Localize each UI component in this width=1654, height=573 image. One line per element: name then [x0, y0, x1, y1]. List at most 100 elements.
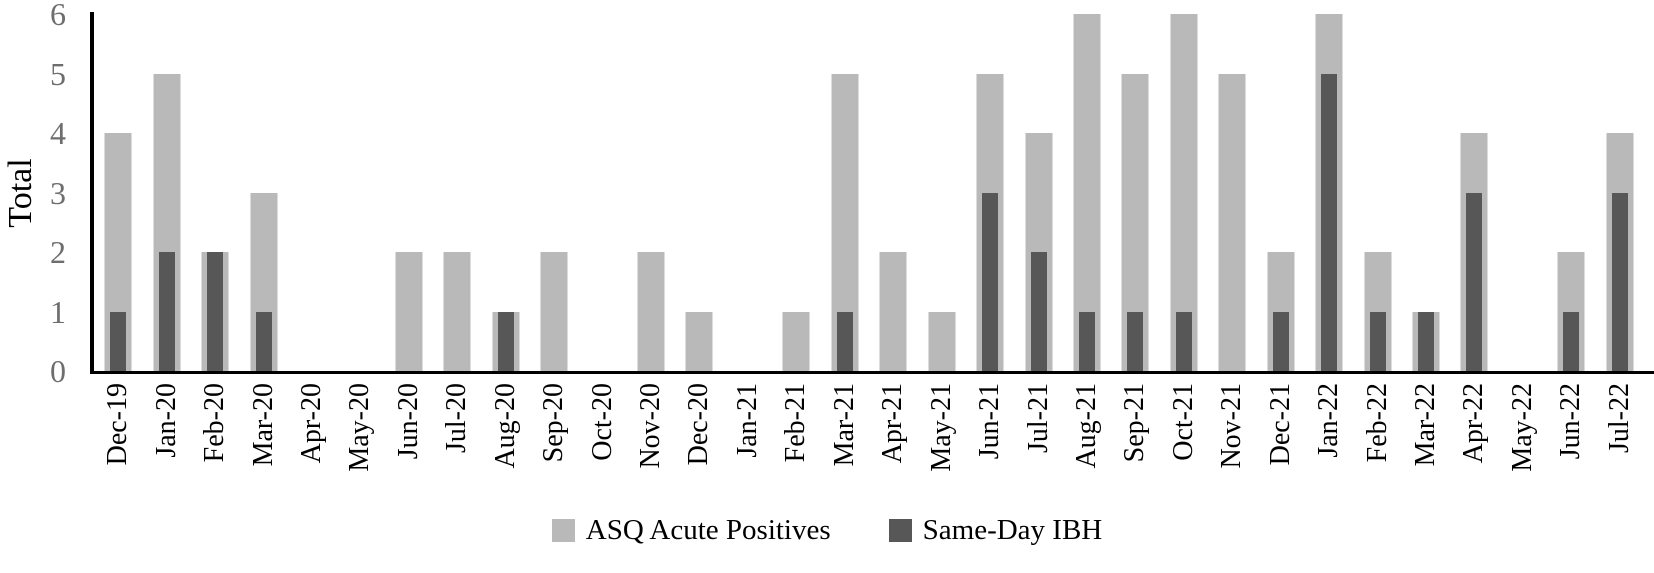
month-slot [94, 14, 142, 371]
x-label-cell: May-20 [336, 383, 384, 491]
month-slot [675, 14, 723, 371]
month-slot [821, 14, 869, 371]
x-tick-label: May-22 [1506, 383, 1538, 472]
x-label-cell: May-22 [1499, 383, 1547, 491]
month-slot [772, 14, 820, 371]
month-slot [239, 14, 287, 371]
ibh-bar [158, 252, 175, 371]
month-slot [1596, 14, 1644, 371]
x-tick-label: Mar-22 [1410, 383, 1442, 467]
x-label-cell: Feb-20 [191, 383, 239, 491]
x-tick-label: Aug-21 [1070, 383, 1102, 469]
x-label-cell: Mar-21 [821, 383, 869, 491]
x-label-cell: Feb-22 [1353, 383, 1401, 491]
x-label-cell: Dec-20 [675, 383, 723, 491]
ibh-bar [1030, 252, 1047, 371]
month-slot [1547, 14, 1595, 371]
month-slot [385, 14, 433, 371]
x-label-cell: Jul-21 [1014, 383, 1062, 491]
asq-bar [685, 311, 713, 371]
x-label-cell: Jun-22 [1547, 383, 1595, 491]
x-tick-label: Jan-20 [150, 383, 182, 458]
x-label-cell: Jul-20 [433, 383, 481, 491]
x-label-cell: Feb-21 [772, 383, 820, 491]
x-label-cell: Jan-21 [724, 383, 772, 491]
x-axis-line [90, 371, 1654, 374]
month-slot [1450, 14, 1498, 371]
x-tick-label: Jul-22 [1603, 383, 1635, 453]
asq-bar [1218, 73, 1246, 371]
x-label-cell: Aug-20 [482, 383, 530, 491]
month-slot [1160, 14, 1208, 371]
month-slot [627, 14, 675, 371]
asq-bar [395, 252, 423, 371]
x-tick-label: Sep-21 [1119, 383, 1151, 463]
asq-bar [928, 311, 956, 371]
x-tick-label: Mar-21 [828, 383, 860, 467]
month-slot [336, 14, 384, 371]
month-slot [530, 14, 578, 371]
asq-bar [879, 252, 907, 371]
ibh-bar [1078, 311, 1095, 371]
y-tick-label: 2 [50, 234, 66, 270]
ibh-bar [497, 311, 514, 371]
x-axis-labels: Dec-19 Jan-20 Feb-20 Mar-20 Apr-20 May-20 Jun-… [94, 383, 1644, 491]
x-label-cell: Mar-22 [1402, 383, 1450, 491]
y-tick-label: 3 [50, 174, 66, 211]
x-tick-label: Nov-20 [635, 383, 667, 469]
x-tick-label: Feb-20 [199, 383, 231, 463]
y-tick-label: 5 [50, 55, 66, 92]
legend-swatch-icon [888, 519, 912, 542]
x-label-cell: Oct-20 [578, 383, 626, 491]
y-tick-label: 4 [50, 115, 66, 151]
month-slot [966, 14, 1014, 371]
x-tick-label: May-20 [344, 383, 376, 472]
ibh-bar [1563, 311, 1580, 371]
x-label-cell: Jan-22 [1305, 383, 1353, 491]
x-label-cell: Sep-21 [1111, 383, 1159, 491]
month-slot [724, 14, 772, 371]
asq-bar [782, 311, 810, 371]
x-tick-label: Jun-20 [392, 383, 424, 460]
month-slot [1111, 14, 1159, 371]
x-tick-label: Apr-20 [295, 383, 327, 464]
x-label-cell: Apr-21 [869, 383, 917, 491]
x-tick-label: Jun-22 [1555, 383, 1587, 460]
x-tick-label: Jan-21 [731, 383, 763, 458]
ibh-bar [1272, 311, 1289, 371]
ibh-bar [1611, 192, 1628, 371]
ibh-bar [255, 311, 272, 371]
x-label-cell: Nov-21 [1208, 383, 1256, 491]
x-tick-label: Dec-21 [1264, 383, 1296, 466]
plot-area [94, 14, 1644, 371]
x-tick-label: Sep-20 [538, 383, 570, 463]
y-tick-label: 0 [50, 353, 66, 389]
x-tick-label: Nov-21 [1216, 383, 1248, 469]
legend-label: ASQ Acute Positives [585, 514, 831, 546]
x-label-cell: Sep-20 [530, 383, 578, 491]
month-slot [917, 14, 965, 371]
x-label-cell: May-21 [917, 383, 965, 491]
asq-bar [540, 252, 568, 371]
month-slot [1353, 14, 1401, 371]
x-tick-label: Aug-20 [489, 383, 521, 469]
x-tick-label: Jul-21 [1022, 383, 1054, 453]
month-slot [1014, 14, 1062, 371]
month-slot [191, 14, 239, 371]
x-label-cell: Jul-22 [1596, 383, 1644, 491]
chart-legend: ASQ Acute Positives Same-Day IBH [0, 516, 1654, 545]
y-axis-line [90, 12, 94, 374]
month-slot [482, 14, 530, 371]
x-tick-label: Jan-22 [1313, 383, 1345, 458]
month-slot [578, 14, 626, 371]
x-label-cell: Oct-21 [1160, 383, 1208, 491]
month-slot [869, 14, 917, 371]
legend-item: ASQ Acute Positives [551, 514, 831, 546]
x-label-cell: Apr-22 [1450, 383, 1498, 491]
x-tick-label: Oct-21 [1167, 383, 1199, 461]
x-tick-label: Feb-22 [1361, 383, 1393, 463]
x-tick-label: May-21 [925, 383, 957, 472]
x-label-cell: Nov-20 [627, 383, 675, 491]
y-tick-label: 1 [50, 293, 66, 330]
